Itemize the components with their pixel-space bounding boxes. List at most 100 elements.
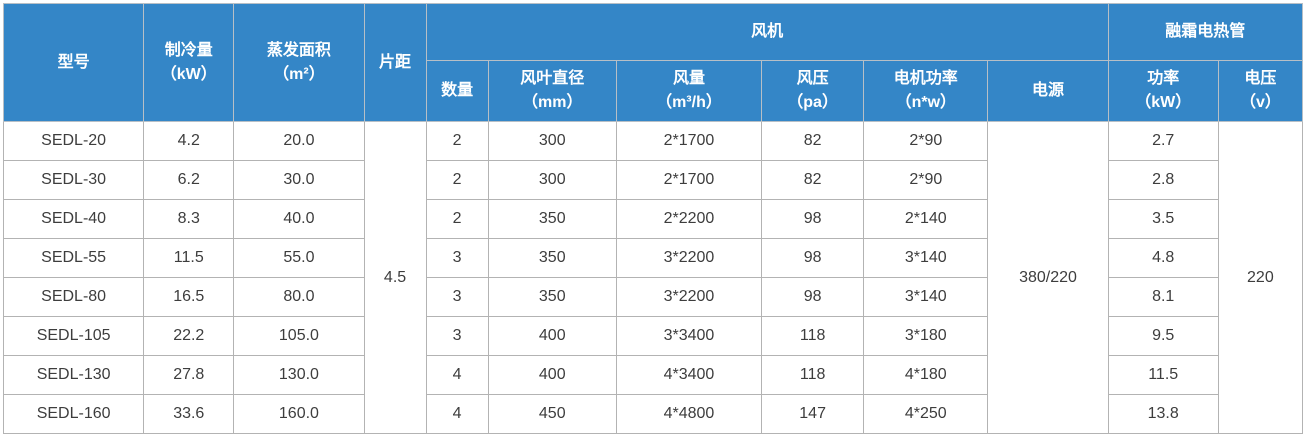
col-header-airflow-unit: （m³/h） xyxy=(656,94,722,111)
col-header-motor-name: 电机功率 xyxy=(893,70,958,87)
cell-fan-qty: 2 xyxy=(425,160,489,200)
cell-cooling-capacity: 8.3 xyxy=(143,199,235,239)
table-row: SEDL-130 27.8 130.0 4 400 4*3400 118 4*180 11.5 xyxy=(2,355,1303,395)
table-row: SEDL-80 16.5 80.0 3 350 3*2200 98 3*140 8.1 xyxy=(2,277,1303,317)
cell-air-pressure: 147 xyxy=(761,394,865,434)
cell-motor-power: 2*140 xyxy=(863,199,989,239)
col-header-blade-diameter: 风叶直径 （mm） xyxy=(487,60,617,122)
header-row-2: 数量 风叶直径 （mm） 风量 （m³/h） 风压 （pa） 电机功率 （n*w… xyxy=(4,60,1304,122)
cell-motor-power: 2*90 xyxy=(863,121,989,161)
col-header-heater-power: 功率 （kW） xyxy=(1107,60,1219,122)
cell-fan-qty: 4 xyxy=(425,355,489,395)
spec-table: 型号 制冷量 （kW） 蒸发面积 （m²） 片距 风机 融霜电热管 数量 风叶直… xyxy=(2,3,1304,434)
cell-fin-spacing-merged: 4.5 xyxy=(363,121,427,434)
cell-fan-qty: 3 xyxy=(425,277,489,317)
col-header-blade-name: 风叶直径 xyxy=(520,70,585,87)
col-header-cooling-unit: （kW） xyxy=(160,65,217,83)
cell-air-pressure: 98 xyxy=(761,199,865,239)
cell-motor-power: 3*140 xyxy=(863,238,989,278)
cell-heater-power: 3.5 xyxy=(1107,199,1219,239)
group-header-defrost-heater: 融霜电热管 xyxy=(1107,3,1304,61)
cell-airflow: 2*2200 xyxy=(615,199,763,239)
col-header-blade-unit: （mm） xyxy=(522,94,583,111)
col-header-motor-power: 电机功率 （n*w） xyxy=(863,60,989,122)
cell-blade-diameter: 450 xyxy=(487,394,617,434)
cell-air-pressure: 118 xyxy=(761,355,865,395)
table-header: 型号 制冷量 （kW） 蒸发面积 （m²） 片距 风机 融霜电热管 数量 风叶直… xyxy=(2,3,1304,122)
group-header-fan: 风机 xyxy=(425,3,1109,61)
cell-evap-area: 55.0 xyxy=(233,238,365,278)
cell-cooling-capacity: 16.5 xyxy=(143,277,235,317)
cell-cooling-capacity: 4.2 xyxy=(143,121,235,161)
col-header-power-supply: 电源 xyxy=(987,60,1109,122)
cell-model: SEDL-105 xyxy=(2,316,145,356)
cell-evap-area: 105.0 xyxy=(233,316,365,356)
cell-motor-power: 3*180 xyxy=(863,316,989,356)
cell-evap-area: 160.0 xyxy=(233,394,365,434)
cell-model: SEDL-20 xyxy=(2,121,145,161)
table-row: SEDL-105 22.2 105.0 3 400 3*3400 118 3*180 9.5 xyxy=(2,316,1303,356)
cell-airflow: 4*4800 xyxy=(615,394,763,434)
cell-airflow: 3*3400 xyxy=(615,316,763,356)
cell-airflow: 3*2200 xyxy=(615,277,763,317)
cell-cooling-capacity: 22.2 xyxy=(143,316,235,356)
col-header-airflow-name: 风量 xyxy=(672,70,705,87)
cell-air-pressure: 82 xyxy=(761,121,865,161)
table-row: SEDL-55 11.5 55.0 3 350 3*2200 98 3*140 4.8 xyxy=(2,238,1303,278)
cell-cooling-capacity: 33.6 xyxy=(143,394,235,434)
cell-model: SEDL-130 xyxy=(2,355,145,395)
cell-heater-power: 2.7 xyxy=(1107,121,1219,161)
cell-heater-power: 8.1 xyxy=(1107,277,1219,317)
cell-evap-area: 30.0 xyxy=(233,160,365,200)
cell-airflow: 2*1700 xyxy=(615,160,763,200)
header-row-1: 型号 制冷量 （kW） 蒸发面积 （m²） 片距 风机 融霜电热管 xyxy=(2,3,1304,122)
col-header-evap-area: 蒸发面积 （m²） xyxy=(233,3,365,122)
cell-evap-area: 20.0 xyxy=(233,121,365,161)
cell-fan-qty: 2 xyxy=(425,121,489,161)
col-header-evap-name: 蒸发面积 xyxy=(266,41,331,59)
cell-air-pressure: 98 xyxy=(761,238,865,278)
cell-motor-power: 4*180 xyxy=(863,355,989,395)
cell-blade-diameter: 350 xyxy=(487,199,617,239)
cell-fan-qty: 4 xyxy=(425,394,489,434)
cell-fan-qty: 2 xyxy=(425,199,489,239)
cell-voltage-merged: 220 xyxy=(1217,121,1304,434)
cell-heater-power: 11.5 xyxy=(1107,355,1219,395)
cell-evap-area: 130.0 xyxy=(233,355,365,395)
col-header-cooling-name: 制冷量 xyxy=(164,41,213,59)
cell-model: SEDL-160 xyxy=(2,394,145,434)
col-header-voltage: 电压 （v） xyxy=(1217,60,1304,122)
cell-motor-power: 2*90 xyxy=(863,160,989,200)
col-header-pressure-unit: （pa） xyxy=(787,94,838,111)
cell-fan-qty: 3 xyxy=(425,316,489,356)
cell-cooling-capacity: 27.8 xyxy=(143,355,235,395)
cell-power-supply-merged: 380/220 xyxy=(987,121,1109,434)
cell-fan-qty: 3 xyxy=(425,238,489,278)
cell-blade-diameter: 300 xyxy=(487,121,617,161)
table-body: SEDL-20 4.2 20.0 4.5 2 300 2*1700 82 2*90 380/220… xyxy=(2,121,1304,434)
col-header-model: 型号 xyxy=(2,3,145,122)
cell-model: SEDL-40 xyxy=(2,199,145,239)
cell-air-pressure: 118 xyxy=(761,316,865,356)
cell-heater-power: 13.8 xyxy=(1107,394,1219,434)
col-header-air-pressure: 风压 （pa） xyxy=(761,60,865,122)
cell-air-pressure: 82 xyxy=(761,160,865,200)
col-header-cooling-capacity: 制冷量 （kW） xyxy=(143,3,235,122)
cell-blade-diameter: 350 xyxy=(487,238,617,278)
col-header-evap-unit: （m²） xyxy=(273,65,325,83)
col-header-voltage-unit: （v） xyxy=(1239,94,1281,111)
col-header-motor-unit: （n*w） xyxy=(895,94,957,111)
cell-evap-area: 80.0 xyxy=(233,277,365,317)
table-row: SEDL-160 33.6 160.0 4 450 4*4800 147 4*250 13.8 xyxy=(2,394,1303,434)
col-header-heater-power-unit: （kW） xyxy=(1135,94,1192,111)
col-header-fan-qty: 数量 xyxy=(425,60,489,122)
cell-cooling-capacity: 6.2 xyxy=(143,160,235,200)
table-row: SEDL-40 8.3 40.0 2 350 2*2200 98 2*140 3.5 xyxy=(2,199,1303,239)
cell-cooling-capacity: 11.5 xyxy=(143,238,235,278)
cell-evap-area: 40.0 xyxy=(233,199,365,239)
col-header-airflow: 风量 （m³/h） xyxy=(615,60,763,122)
cell-heater-power: 2.8 xyxy=(1107,160,1219,200)
col-header-heater-power-name: 功率 xyxy=(1147,70,1180,87)
cell-model: SEDL-80 xyxy=(2,277,145,317)
cell-airflow: 4*3400 xyxy=(615,355,763,395)
